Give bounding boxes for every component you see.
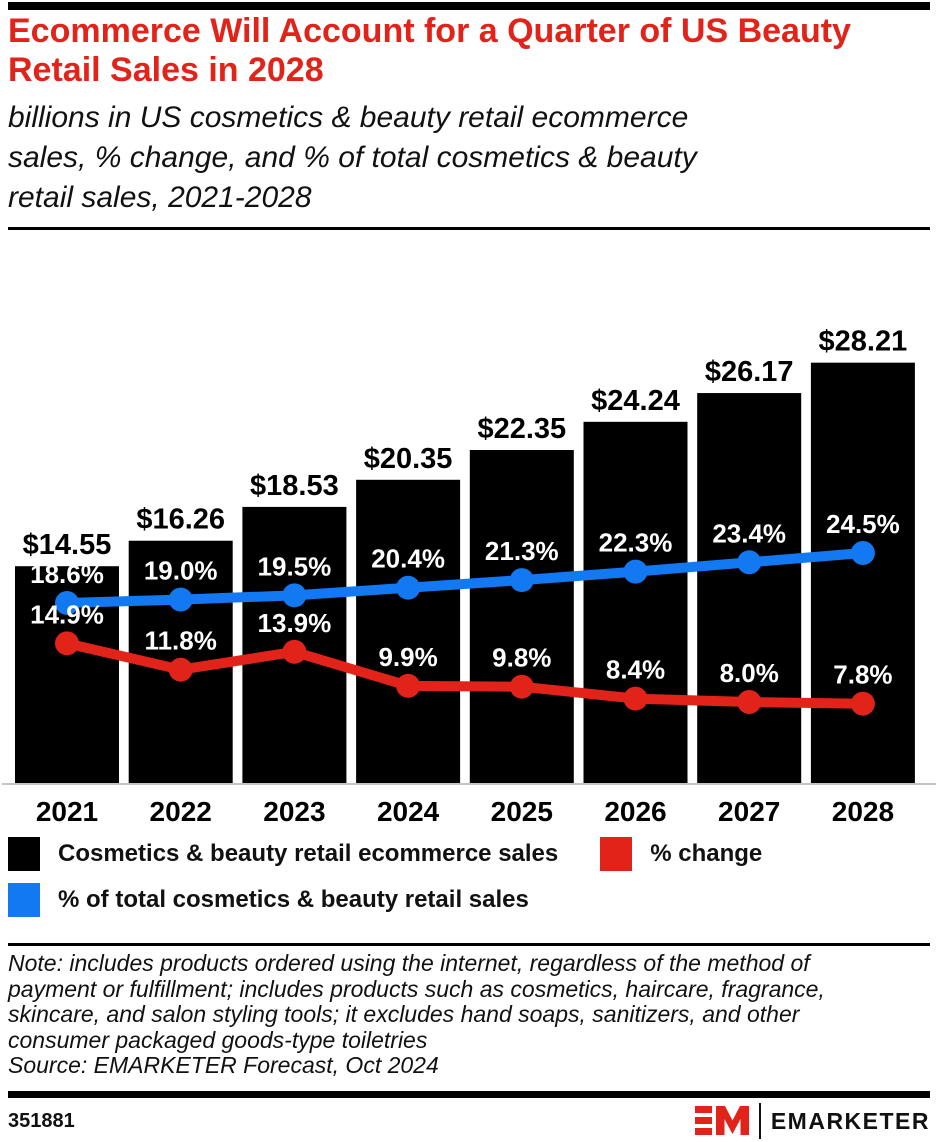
bar-value-label: $22.35 (477, 413, 566, 445)
pct-of-total-label: 21.3% (485, 536, 559, 566)
pct-change-label: 9.9% (378, 642, 437, 672)
pct-change-line-point (623, 686, 648, 711)
legend-item-pct-of-total: % of total cosmetics & beauty retail sal… (8, 883, 529, 917)
pct-change-label: 13.9% (258, 608, 332, 638)
pct-of-total-line-point (623, 559, 648, 584)
pct-change-label: 8.0% (720, 658, 779, 688)
x-axis-tick-label: 2021 (36, 796, 98, 827)
pct-change-label: 8.4% (606, 655, 665, 685)
legend-label: Cosmetics & beauty retail ecommerce sale… (58, 840, 559, 867)
header-divider (8, 227, 930, 230)
bar-value-label: $24.24 (591, 385, 680, 417)
pct-change-line-point (850, 691, 875, 716)
data-labels: $14.55 $16.26 $18.53 $20.35 $22.35 $24.24 $26.… (23, 326, 908, 827)
chart-id: 351881 (8, 1109, 75, 1132)
pct-of-total-label: 18.6% (30, 559, 104, 589)
bar-value-label: $26.17 (705, 356, 794, 388)
pct-change-label: 7.8% (833, 660, 892, 690)
legend-label: % of total cosmetics & beauty retail sal… (58, 886, 529, 913)
x-axis-tick-label: 2023 (263, 796, 325, 827)
pct-change-line-point (282, 639, 307, 664)
pct-change-line-point (55, 631, 79, 656)
logo-divider (758, 1103, 761, 1139)
legend-item-pct-change: % change (600, 837, 762, 871)
footer-rule (8, 1091, 930, 1098)
brand-name: EMARKETER (770, 1107, 930, 1134)
legend-swatch-blue (8, 883, 40, 917)
pct-of-total-line-point (168, 587, 193, 612)
legend-swatch-red (600, 837, 633, 871)
page-title: Ecommerce Will Account for a Quarter of … (8, 12, 851, 89)
x-axis-tick-label: 2027 (718, 796, 780, 827)
pct-change-line-path (65, 638, 863, 709)
pct-of-total-label: 22.3% (599, 528, 673, 558)
pct-of-total-label: 19.5% (258, 551, 332, 581)
emarketer-logo-mark (694, 1106, 749, 1135)
legend-item-ecommerce-sales: Cosmetics & beauty retail ecommerce sale… (8, 837, 558, 871)
x-axis-tick-label: 2028 (832, 796, 894, 827)
pct-of-total-label: 24.5% (826, 509, 900, 539)
x-axis-tick-label: 2025 (491, 796, 553, 827)
x-axis-tick-label: 2026 (604, 796, 666, 827)
bar-2027 (697, 393, 802, 783)
notes-divider (8, 943, 930, 946)
footer: 351881 EMARKETER (8, 1102, 930, 1140)
bar-value-label: $14.55 (23, 529, 112, 561)
bar-2024 (356, 479, 461, 783)
bar-value-label: $18.53 (250, 470, 339, 502)
note-text: Note: includes products ordered using th… (8, 950, 825, 1053)
pct-of-total-line-point (850, 540, 875, 565)
pct-of-total-line-point (509, 568, 534, 593)
pct-change-line-point (168, 657, 193, 682)
pct-change-label: 14.9% (30, 599, 104, 629)
pct-of-total-label: 23.4% (712, 518, 786, 548)
legend-label: % change (650, 840, 763, 867)
pct-change-line-point (509, 674, 534, 699)
pct-change-line (55, 631, 875, 716)
bar-2028 (810, 362, 915, 783)
bar-value-label: $20.35 (364, 443, 453, 475)
legend-swatch-black (8, 837, 40, 871)
x-axis-tick-label: 2024 (377, 796, 440, 827)
pct-of-total-line-point (396, 575, 421, 600)
legend-row-1: Cosmetics & beauty retail ecommerce sale… (8, 837, 762, 871)
pct-of-total-label: 20.4% (371, 544, 445, 574)
bar-2026 (583, 421, 688, 783)
emarketer-logo: EMARKETER (694, 1103, 930, 1139)
bar-series (15, 362, 915, 783)
chart-svg: $14.55 $16.26 $18.53 $20.35 $22.35 $24.24 $26.… (2, 326, 936, 827)
bar-value-label: $28.21 (819, 326, 908, 358)
pct-of-total-line (55, 540, 875, 615)
top-rule (8, 2, 930, 10)
pct-of-total-label: 19.0% (144, 556, 218, 586)
pct-change-label: 9.8% (492, 643, 551, 673)
pct-of-total-line-point (55, 590, 79, 615)
combo-chart: $14.55 $16.26 $18.53 $20.35 $22.35 $24.24 $26.… (0, 228, 938, 834)
page-subtitle: billions in US cosmetics & beauty retail… (8, 101, 697, 214)
pct-change-label: 11.8% (145, 626, 217, 656)
bar-value-label: $16.26 (136, 504, 225, 536)
pct-change-line-point (737, 690, 762, 714)
pct-of-total-line-path (66, 548, 864, 608)
source-text: Source: EMARKETER Forecast, Oct 2024 (8, 1052, 439, 1078)
pct-change-line-point (396, 673, 421, 698)
note-block: Note: includes products ordered using th… (8, 950, 880, 1079)
legend-row-2: % of total cosmetics & beauty retail sal… (8, 883, 529, 917)
x-axis-tick-label: 2022 (150, 796, 212, 827)
pct-of-total-line-point (737, 550, 762, 575)
pct-of-total-line-point (282, 583, 307, 608)
bar-2025 (469, 449, 574, 783)
